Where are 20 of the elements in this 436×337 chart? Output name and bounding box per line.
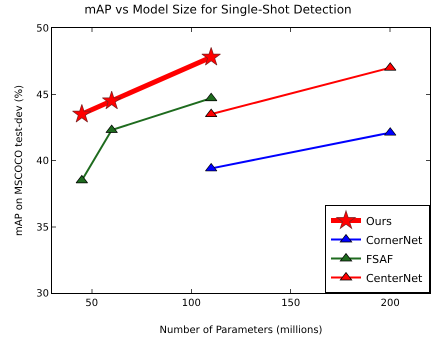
x-tick-label: 200 xyxy=(380,298,400,309)
legend-label: FSAF xyxy=(366,252,394,266)
legend-label: CenterNet xyxy=(366,272,424,285)
point xyxy=(201,47,221,66)
x-tick-label: 50 xyxy=(85,298,98,309)
y-tick-label: 50 xyxy=(36,24,49,34)
y-tick-label: 30 xyxy=(36,288,49,300)
chart-title: mAP vs Model Size for Single-Shot Detection xyxy=(84,2,352,16)
y-tick-label: 45 xyxy=(36,90,49,101)
legend-label: Ours xyxy=(366,214,392,228)
point xyxy=(102,90,122,110)
y-tick-label: 40 xyxy=(36,156,49,167)
x-tick-label: 150 xyxy=(281,298,300,309)
y-tick-label: 35 xyxy=(36,222,49,234)
legend-label: CornerNet xyxy=(366,234,423,247)
y-axis-title: mAP on MSCOCO test-dev (%) xyxy=(14,84,25,236)
point xyxy=(205,92,218,102)
x-axis-title: Number of Parameters (millions) xyxy=(160,325,323,336)
point xyxy=(72,104,92,122)
x-tick-label: 100 xyxy=(182,298,201,309)
